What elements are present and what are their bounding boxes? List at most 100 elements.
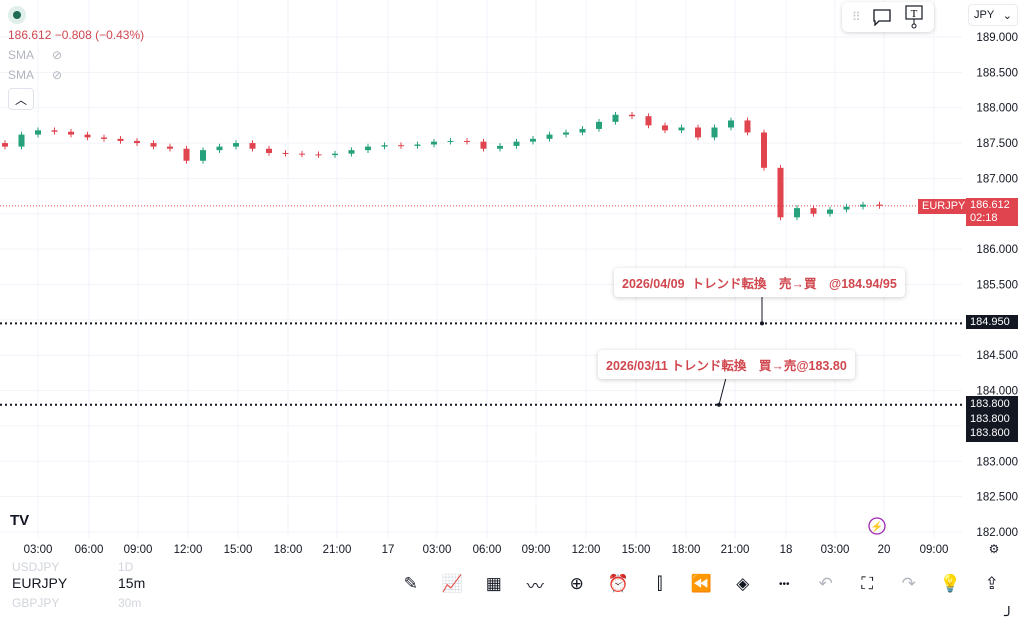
y-tick-label: 182.000 [976, 527, 1018, 539]
symbol-price-tag: EURJPY [918, 199, 970, 214]
bottom-toolbar: USDJPY 1D EURJPY 15m GBPJPY 30m ✎ 📈 ▦ 〰 ⊕ ⏰ ⫿ ⏪ ◈ ••… [0, 560, 1024, 628]
x-tick-label: 18:00 [274, 544, 303, 556]
brush-icon[interactable]: ✎ [403, 574, 418, 593]
candle [398, 145, 404, 147]
candle [629, 114, 635, 117]
more-icon[interactable]: ••• [778, 578, 790, 590]
x-tick-label: 17 [382, 544, 395, 556]
replay-icon[interactable]: ⏪ [690, 574, 712, 593]
candles-icon[interactable]: ⫿ [657, 574, 663, 593]
indicators-icon[interactable]: 📈 [441, 574, 463, 593]
candle [414, 144, 421, 146]
x-tick-label: 12:00 [174, 544, 203, 556]
templates-icon[interactable]: ▦ [485, 574, 502, 593]
last-price-label: 186.612 02:18 [966, 198, 1018, 226]
candle [68, 131, 74, 135]
resize-handle-icon[interactable]: ╯ [1004, 608, 1014, 625]
candle [101, 137, 107, 139]
watchlist-item-active[interactable]: EURJPY 15m [12, 575, 146, 591]
y-tick-label: 189.000 [976, 32, 1018, 44]
text-note-icon[interactable]: T [904, 5, 924, 29]
candle [381, 145, 388, 147]
x-tick-label: 03:00 [24, 544, 53, 556]
candle [2, 143, 8, 147]
candle [233, 143, 239, 147]
x-tick-label: 15:00 [622, 544, 651, 556]
candle [35, 130, 41, 135]
watchlist-item[interactable]: USDJPY 1D [12, 560, 134, 574]
x-tick-label: 12:00 [572, 544, 601, 556]
lightning-icon: ⚡ [871, 520, 883, 533]
candle [794, 208, 800, 218]
candle [546, 134, 553, 139]
x-tick-label: 18 [780, 544, 793, 556]
candle [282, 152, 289, 154]
candle [249, 143, 256, 149]
chevron-down-icon: ⌄ [1002, 9, 1012, 22]
x-tick-label: 09:00 [920, 544, 949, 556]
candle [447, 140, 454, 142]
candle [530, 138, 536, 142]
candle [810, 208, 817, 214]
anchor-point [760, 321, 764, 326]
tradingview-logo: TV [10, 512, 29, 529]
candle [744, 120, 751, 133]
collapse-legend-button[interactable]: ︿ [8, 88, 34, 110]
annotation-callout[interactable]: 2026/04/09 トレンド転換 売→買 @184.94/95 [614, 268, 905, 297]
eye-off-icon[interactable]: ⊘ [52, 48, 63, 62]
floating-drawing-toolbar: ⠿ T [842, 2, 934, 32]
candle [51, 130, 58, 132]
drawings-icon[interactable]: 〰 [526, 576, 544, 596]
candle [563, 132, 569, 135]
undo-icon[interactable]: ↶ [818, 574, 833, 593]
y-tick-label: 185.500 [976, 280, 1018, 292]
time-settings-icon: ⚙ [989, 542, 1000, 556]
idea-icon[interactable]: 💡 [939, 574, 961, 593]
redo-icon[interactable]: ↷ [901, 574, 916, 593]
candle [365, 146, 371, 151]
candle [876, 204, 883, 206]
x-tick-label: 03:00 [423, 544, 452, 556]
chart-legend: 186.612 −0.808 (−0.43%) SMA ⊘ SMA ⊘ [8, 6, 144, 82]
annotation-callout[interactable]: 2026/03/11 トレンド転換 買→売@183.80 [598, 350, 855, 379]
y-tick-label: 188.000 [976, 103, 1018, 115]
candle [183, 148, 190, 161]
x-tick-label: 18:00 [672, 544, 701, 556]
candle [695, 127, 701, 138]
candle [662, 125, 668, 131]
candle [299, 153, 305, 155]
share-icon[interactable]: ⇪ [984, 574, 999, 593]
x-tick-label: 06:00 [75, 544, 104, 556]
y-tick-label: 183.000 [976, 456, 1018, 468]
indicator-sma-1[interactable]: SMA ⊘ [8, 48, 63, 62]
line-price-label: 184.950 [966, 315, 1018, 329]
events-icon [868, 517, 886, 535]
candle [117, 138, 124, 141]
candle [777, 167, 784, 218]
x-tick-label: 06:00 [473, 544, 502, 556]
candle [728, 120, 734, 128]
comment-icon[interactable] [872, 8, 892, 26]
candle [860, 204, 866, 207]
candle [167, 146, 173, 149]
currency-select[interactable]: JPY ⌄ [968, 4, 1018, 26]
candle [315, 154, 322, 156]
alert-icon[interactable]: ⏰ [607, 574, 629, 593]
candle [200, 150, 206, 161]
fullscreen-icon[interactable]: ⛶ [861, 574, 874, 593]
y-tick-label: 184.500 [976, 350, 1018, 362]
y-tick-label: 187.500 [976, 138, 1018, 150]
eye-off-icon[interactable]: ⊘ [52, 68, 63, 82]
layers-icon[interactable]: ◈ [736, 574, 750, 593]
watchlist-item[interactable]: GBPJPY 30m [12, 596, 142, 610]
x-tick-label: 03:00 [821, 544, 850, 556]
candle [513, 141, 520, 146]
candle [216, 146, 223, 151]
indicator-sma-2[interactable]: SMA ⊘ [8, 68, 63, 82]
candle [761, 132, 767, 168]
drag-handle-icon[interactable]: ⠿ [851, 10, 861, 24]
add-icon[interactable]: ⊕ [569, 574, 584, 593]
y-tick-label: 182.500 [976, 492, 1018, 504]
y-tick-label: 184.000 [976, 386, 1018, 398]
candle [497, 145, 503, 149]
